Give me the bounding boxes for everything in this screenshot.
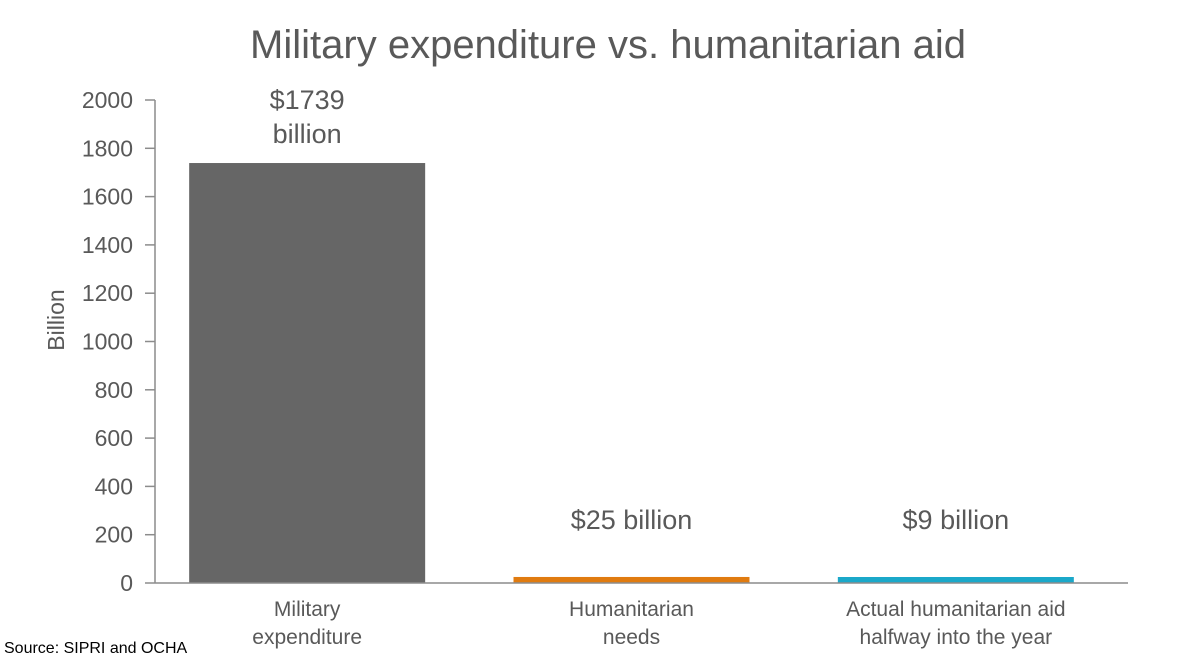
y-tick-label: 600: [95, 425, 133, 451]
data-labels: $1739 billion $25 billion $9 billion: [270, 85, 1010, 535]
x-tick-label: expenditure: [252, 626, 362, 649]
y-tick-label: 1800: [82, 135, 133, 161]
y-tick-label: 1400: [82, 232, 133, 258]
data-label: $9 billion: [903, 505, 1010, 535]
y-tick-label: 1000: [82, 329, 133, 355]
y-tick-label: 1200: [82, 280, 133, 306]
x-tick-label: Actual humanitarian aid: [846, 598, 1065, 621]
x-axis: Military expenditure Humanitarian needs Actu…: [252, 598, 1065, 649]
y-axis-label: Billion: [43, 289, 69, 350]
y-axis: 0 200 400 600 800 1000 1200 1400 1600 1800 2000: [82, 87, 155, 596]
x-tick-label: halfway into the year: [860, 626, 1053, 649]
chart-title: Military expenditure vs. humanitarian ai…: [250, 23, 966, 67]
y-tick-label: 800: [95, 377, 133, 403]
y-tick-label: 1600: [82, 184, 133, 210]
bar: [189, 163, 426, 583]
y-tick-label: 400: [95, 473, 133, 499]
x-tick-label: Humanitarian: [569, 598, 694, 621]
y-tick-label: 2000: [82, 87, 133, 113]
data-label: $25 billion: [571, 505, 693, 535]
y-tick-label: 0: [120, 570, 133, 596]
data-label: $1739: [270, 85, 345, 115]
x-tick-label: Military: [274, 598, 341, 621]
bar: [837, 577, 1074, 583]
bars: [189, 163, 1074, 583]
y-tick-label: 200: [95, 522, 133, 548]
bar: [513, 576, 750, 583]
x-tick-label: needs: [603, 626, 660, 649]
source-note: Source: SIPRI and OCHA: [4, 640, 188, 657]
data-label: billion: [273, 119, 342, 149]
